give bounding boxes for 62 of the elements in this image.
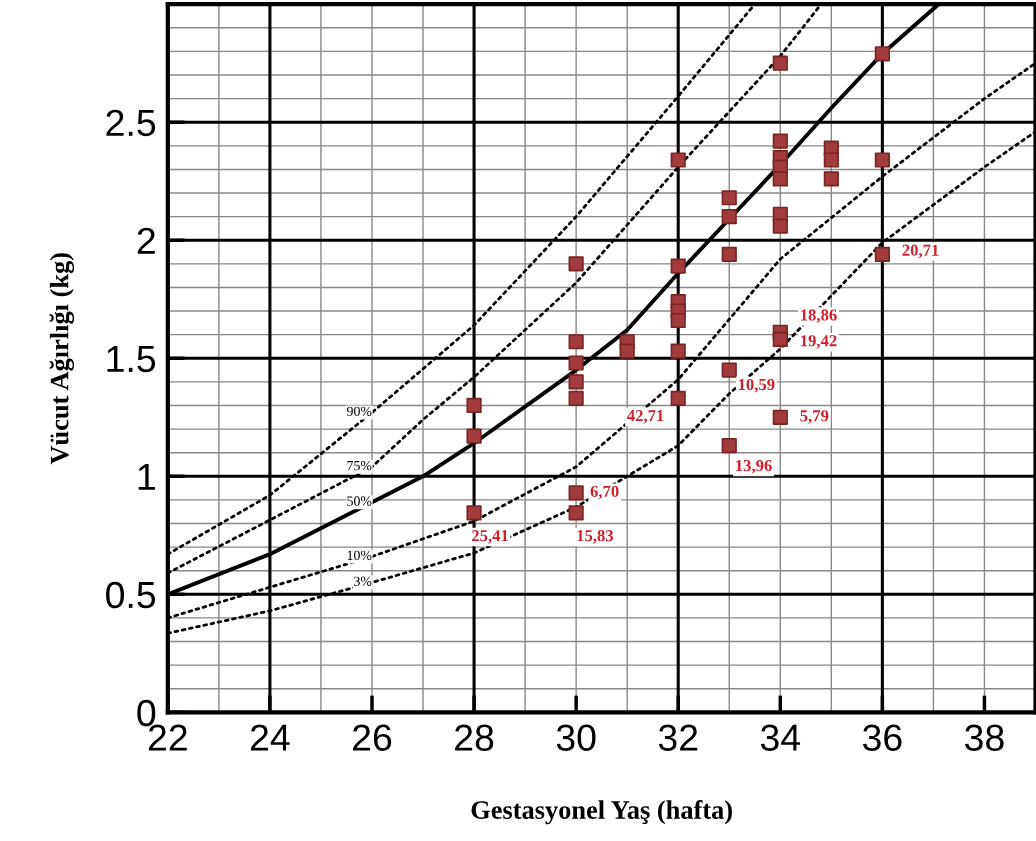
annotation: 42,71 [627, 410, 664, 424]
annotation: 19,42 [801, 335, 837, 349]
point [670, 343, 686, 359]
point [670, 312, 686, 329]
point [772, 133, 788, 149]
point [466, 397, 482, 414]
point [721, 246, 737, 263]
x-tick-label: 28 [455, 724, 494, 751]
point [823, 152, 839, 168]
series-label: 75% [347, 460, 372, 471]
point [823, 171, 839, 187]
series-label: 3% [354, 576, 372, 587]
y-tick-label: 0.5 [106, 581, 156, 609]
point [721, 362, 737, 378]
series-label: 50% [347, 496, 372, 506]
point [721, 209, 737, 225]
x-tick-label: 32 [658, 724, 698, 751]
point [874, 46, 890, 62]
y-tick-label: 2.5 [106, 109, 156, 137]
point [874, 246, 890, 263]
point [466, 428, 482, 444]
point [670, 152, 686, 168]
point [772, 55, 788, 71]
point [772, 409, 788, 425]
annotation: 20,71 [902, 244, 939, 259]
point [568, 355, 584, 371]
point [670, 258, 686, 274]
point [772, 171, 788, 187]
point [466, 505, 482, 521]
point [619, 343, 635, 359]
point [772, 218, 788, 234]
point [721, 437, 737, 454]
point [670, 390, 686, 406]
y-tick-label: 1 [138, 464, 155, 490]
x-tick-label: 26 [353, 724, 392, 751]
point [568, 256, 584, 272]
y-tick-label: 1.5 [107, 346, 156, 373]
point [874, 152, 890, 168]
annotation: 10,59 [738, 378, 775, 393]
point [568, 505, 584, 521]
y-axis-title: Vücut Ağırlığı (kg) [49, 253, 75, 465]
point [772, 331, 788, 347]
annotation: 6,70 [590, 485, 619, 500]
series-label: 10% [347, 550, 372, 561]
x-tick-label: 24 [250, 724, 290, 751]
point [568, 374, 584, 390]
annotation: 18,86 [801, 309, 837, 323]
annotation: 13,96 [736, 460, 772, 474]
x-tick-label: 30 [556, 724, 596, 751]
annotation: 25,41 [471, 530, 508, 544]
x-tick-label: 34 [760, 724, 801, 751]
point [568, 390, 584, 406]
annotation: 5,79 [800, 410, 829, 424]
point [721, 190, 737, 206]
point [568, 485, 584, 501]
point [568, 334, 584, 350]
x-tick-label: 36 [862, 724, 902, 751]
x-axis-title: Gestasyonel Yaş (hafta) [471, 800, 732, 825]
series-label: 90% [346, 406, 372, 417]
annotation: 15,83 [577, 530, 614, 544]
y-tick-label: 2 [137, 227, 155, 254]
x-tick-label: 38 [965, 724, 1004, 751]
